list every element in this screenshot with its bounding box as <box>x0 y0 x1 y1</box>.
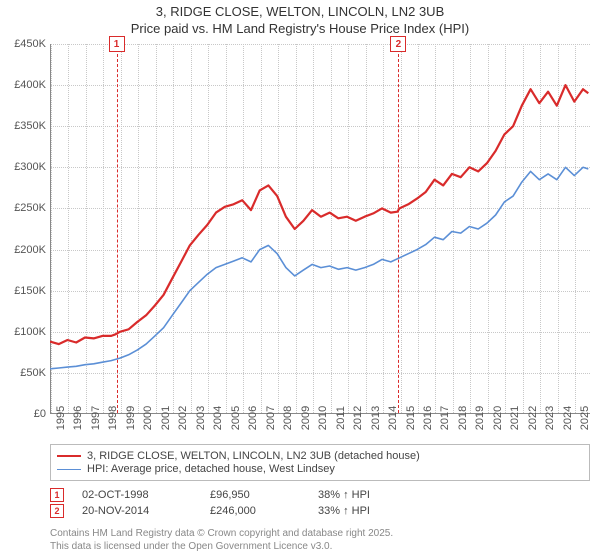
title-block: 3, RIDGE CLOSE, WELTON, LINCOLN, LN2 3UB… <box>0 0 600 38</box>
y-tick-label: £200K <box>0 244 46 256</box>
chart-lines-svg <box>50 44 590 414</box>
y-tick-label: £100K <box>0 326 46 338</box>
y-tick-label: £150K <box>0 285 46 297</box>
legend-row: 3, RIDGE CLOSE, WELTON, LINCOLN, LN2 3UB… <box>57 450 583 462</box>
y-tick-label: £350K <box>0 120 46 132</box>
y-tick-label: £400K <box>0 79 46 91</box>
sale-pct: 38% ↑ HPI <box>318 489 408 501</box>
legend: 3, RIDGE CLOSE, WELTON, LINCOLN, LN2 3UB… <box>50 444 590 481</box>
sales-table: 1 02-OCT-1998 £96,950 38% ↑ HPI 2 20-NOV-2014… <box>50 486 408 520</box>
title-line-1: 3, RIDGE CLOSE, WELTON, LINCOLN, LN2 3UB <box>0 4 600 21</box>
legend-swatch <box>57 469 81 470</box>
legend-row: HPI: Average price, detached house, West… <box>57 463 583 475</box>
sale-price: £96,950 <box>210 489 300 501</box>
y-tick-label: £300K <box>0 161 46 173</box>
y-tick-label: £0 <box>0 408 46 420</box>
attribution-line-2: This data is licensed under the Open Gov… <box>50 541 393 554</box>
sale-price: £246,000 <box>210 505 300 517</box>
series-price_paid <box>50 85 588 344</box>
series-hpi <box>50 167 588 368</box>
legend-label: HPI: Average price, detached house, West… <box>87 463 335 475</box>
legend-label: 3, RIDGE CLOSE, WELTON, LINCOLN, LN2 3UB… <box>87 450 420 462</box>
y-tick-label: £50K <box>0 367 46 379</box>
sale-row-marker: 2 <box>50 504 64 518</box>
y-tick-label: £450K <box>0 38 46 50</box>
chart-container: 3, RIDGE CLOSE, WELTON, LINCOLN, LN2 3UB… <box>0 0 600 560</box>
sale-date: 02-OCT-1998 <box>82 489 192 501</box>
sale-row: 1 02-OCT-1998 £96,950 38% ↑ HPI <box>50 488 408 502</box>
sale-date: 20-NOV-2014 <box>82 505 192 517</box>
attribution-line-1: Contains HM Land Registry data © Crown c… <box>50 528 393 541</box>
title-line-2: Price paid vs. HM Land Registry's House … <box>0 21 600 38</box>
y-tick-label: £250K <box>0 202 46 214</box>
attribution: Contains HM Land Registry data © Crown c… <box>50 528 393 553</box>
legend-swatch <box>57 455 81 457</box>
sale-row: 2 20-NOV-2014 £246,000 33% ↑ HPI <box>50 504 408 518</box>
sale-row-marker: 1 <box>50 488 64 502</box>
chart-plot-area: £0£50K£100K£150K£200K£250K£300K£350K£400… <box>50 44 590 414</box>
sale-pct: 33% ↑ HPI <box>318 505 408 517</box>
